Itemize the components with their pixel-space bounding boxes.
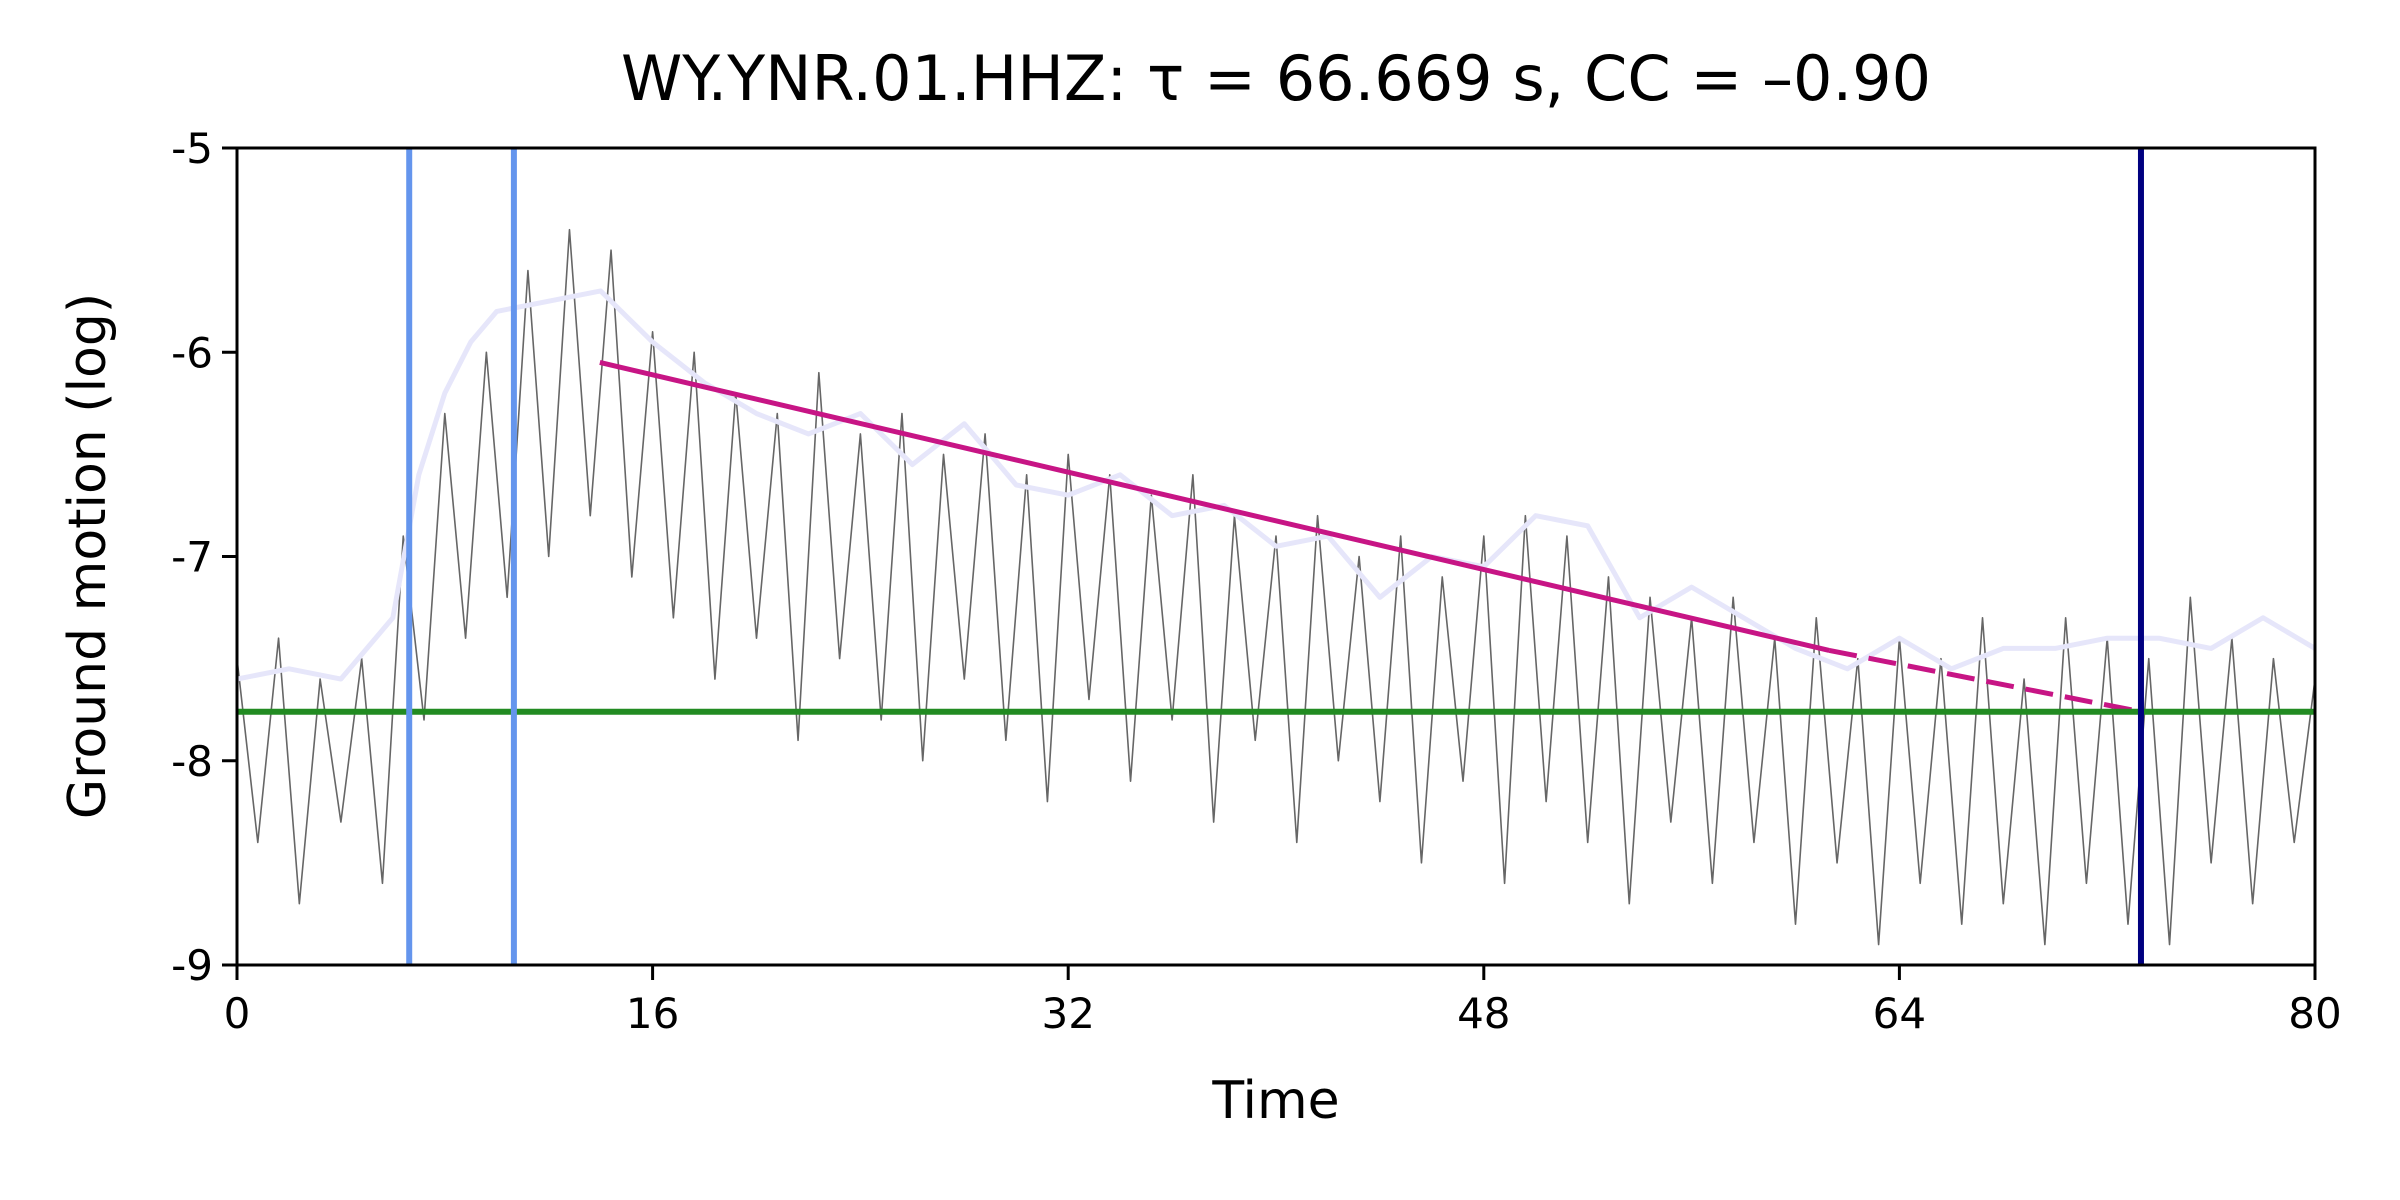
plot-area xyxy=(237,148,2315,965)
x-axis-label: Time xyxy=(1211,1071,1339,1131)
chart-title: WY.YNR.01.HHZ: τ = 66.669 s, CC = –0.90 xyxy=(621,42,1931,115)
series-line xyxy=(1828,648,2142,715)
y-tick-label: -5 xyxy=(171,124,213,173)
x-tick-label: 32 xyxy=(1041,989,1094,1038)
y-tick-label: -8 xyxy=(171,737,213,786)
series-line xyxy=(237,228,2315,946)
x-tick-label: 48 xyxy=(1457,989,1510,1038)
y-axis-label: Ground motion (log) xyxy=(58,293,118,819)
series-line xyxy=(237,288,2315,682)
y-tick-label: -6 xyxy=(171,328,213,377)
y-tick-label: -7 xyxy=(171,533,213,582)
y-tick-label: -9 xyxy=(171,941,213,990)
x-tick-label: 64 xyxy=(1873,989,1926,1038)
x-tick-label: 16 xyxy=(626,989,679,1038)
series-line xyxy=(599,360,1830,653)
x-tick-label: 0 xyxy=(224,989,251,1038)
x-tick-label: 80 xyxy=(2288,989,2341,1038)
